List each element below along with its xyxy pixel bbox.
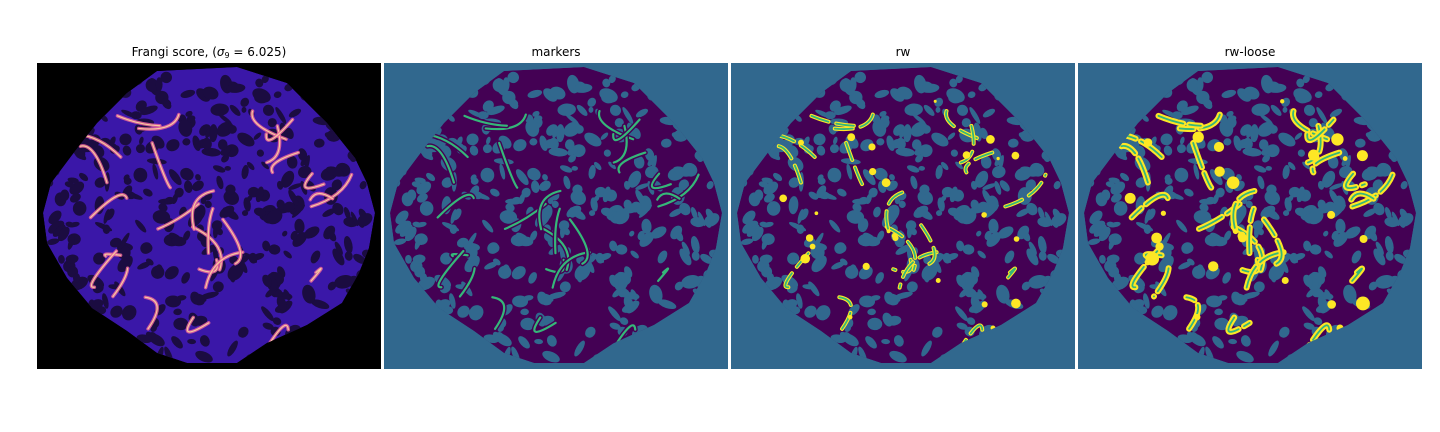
panel-title-rw: rw — [895, 45, 911, 59]
frangi-score-image — [37, 63, 381, 369]
markers-image — [384, 63, 728, 369]
rw-loose-image — [1078, 63, 1422, 369]
image-canvas — [731, 63, 1075, 369]
panel-title-rw-loose: rw-loose — [1224, 45, 1276, 59]
title-prefix: Frangi score, ( — [131, 45, 217, 59]
title-sigma: σ — [216, 45, 225, 59]
title-subscript: 9 — [224, 51, 230, 60]
panel-title-markers: markers — [531, 45, 581, 59]
rw-image — [731, 63, 1075, 369]
title-suffix: = 6.025) — [229, 45, 287, 59]
image-canvas — [1078, 63, 1422, 369]
panel-title-frangi: Frangi score, (σ9 = 6.025) — [37, 44, 381, 60]
image-canvas — [384, 63, 728, 369]
image-canvas — [37, 63, 381, 369]
